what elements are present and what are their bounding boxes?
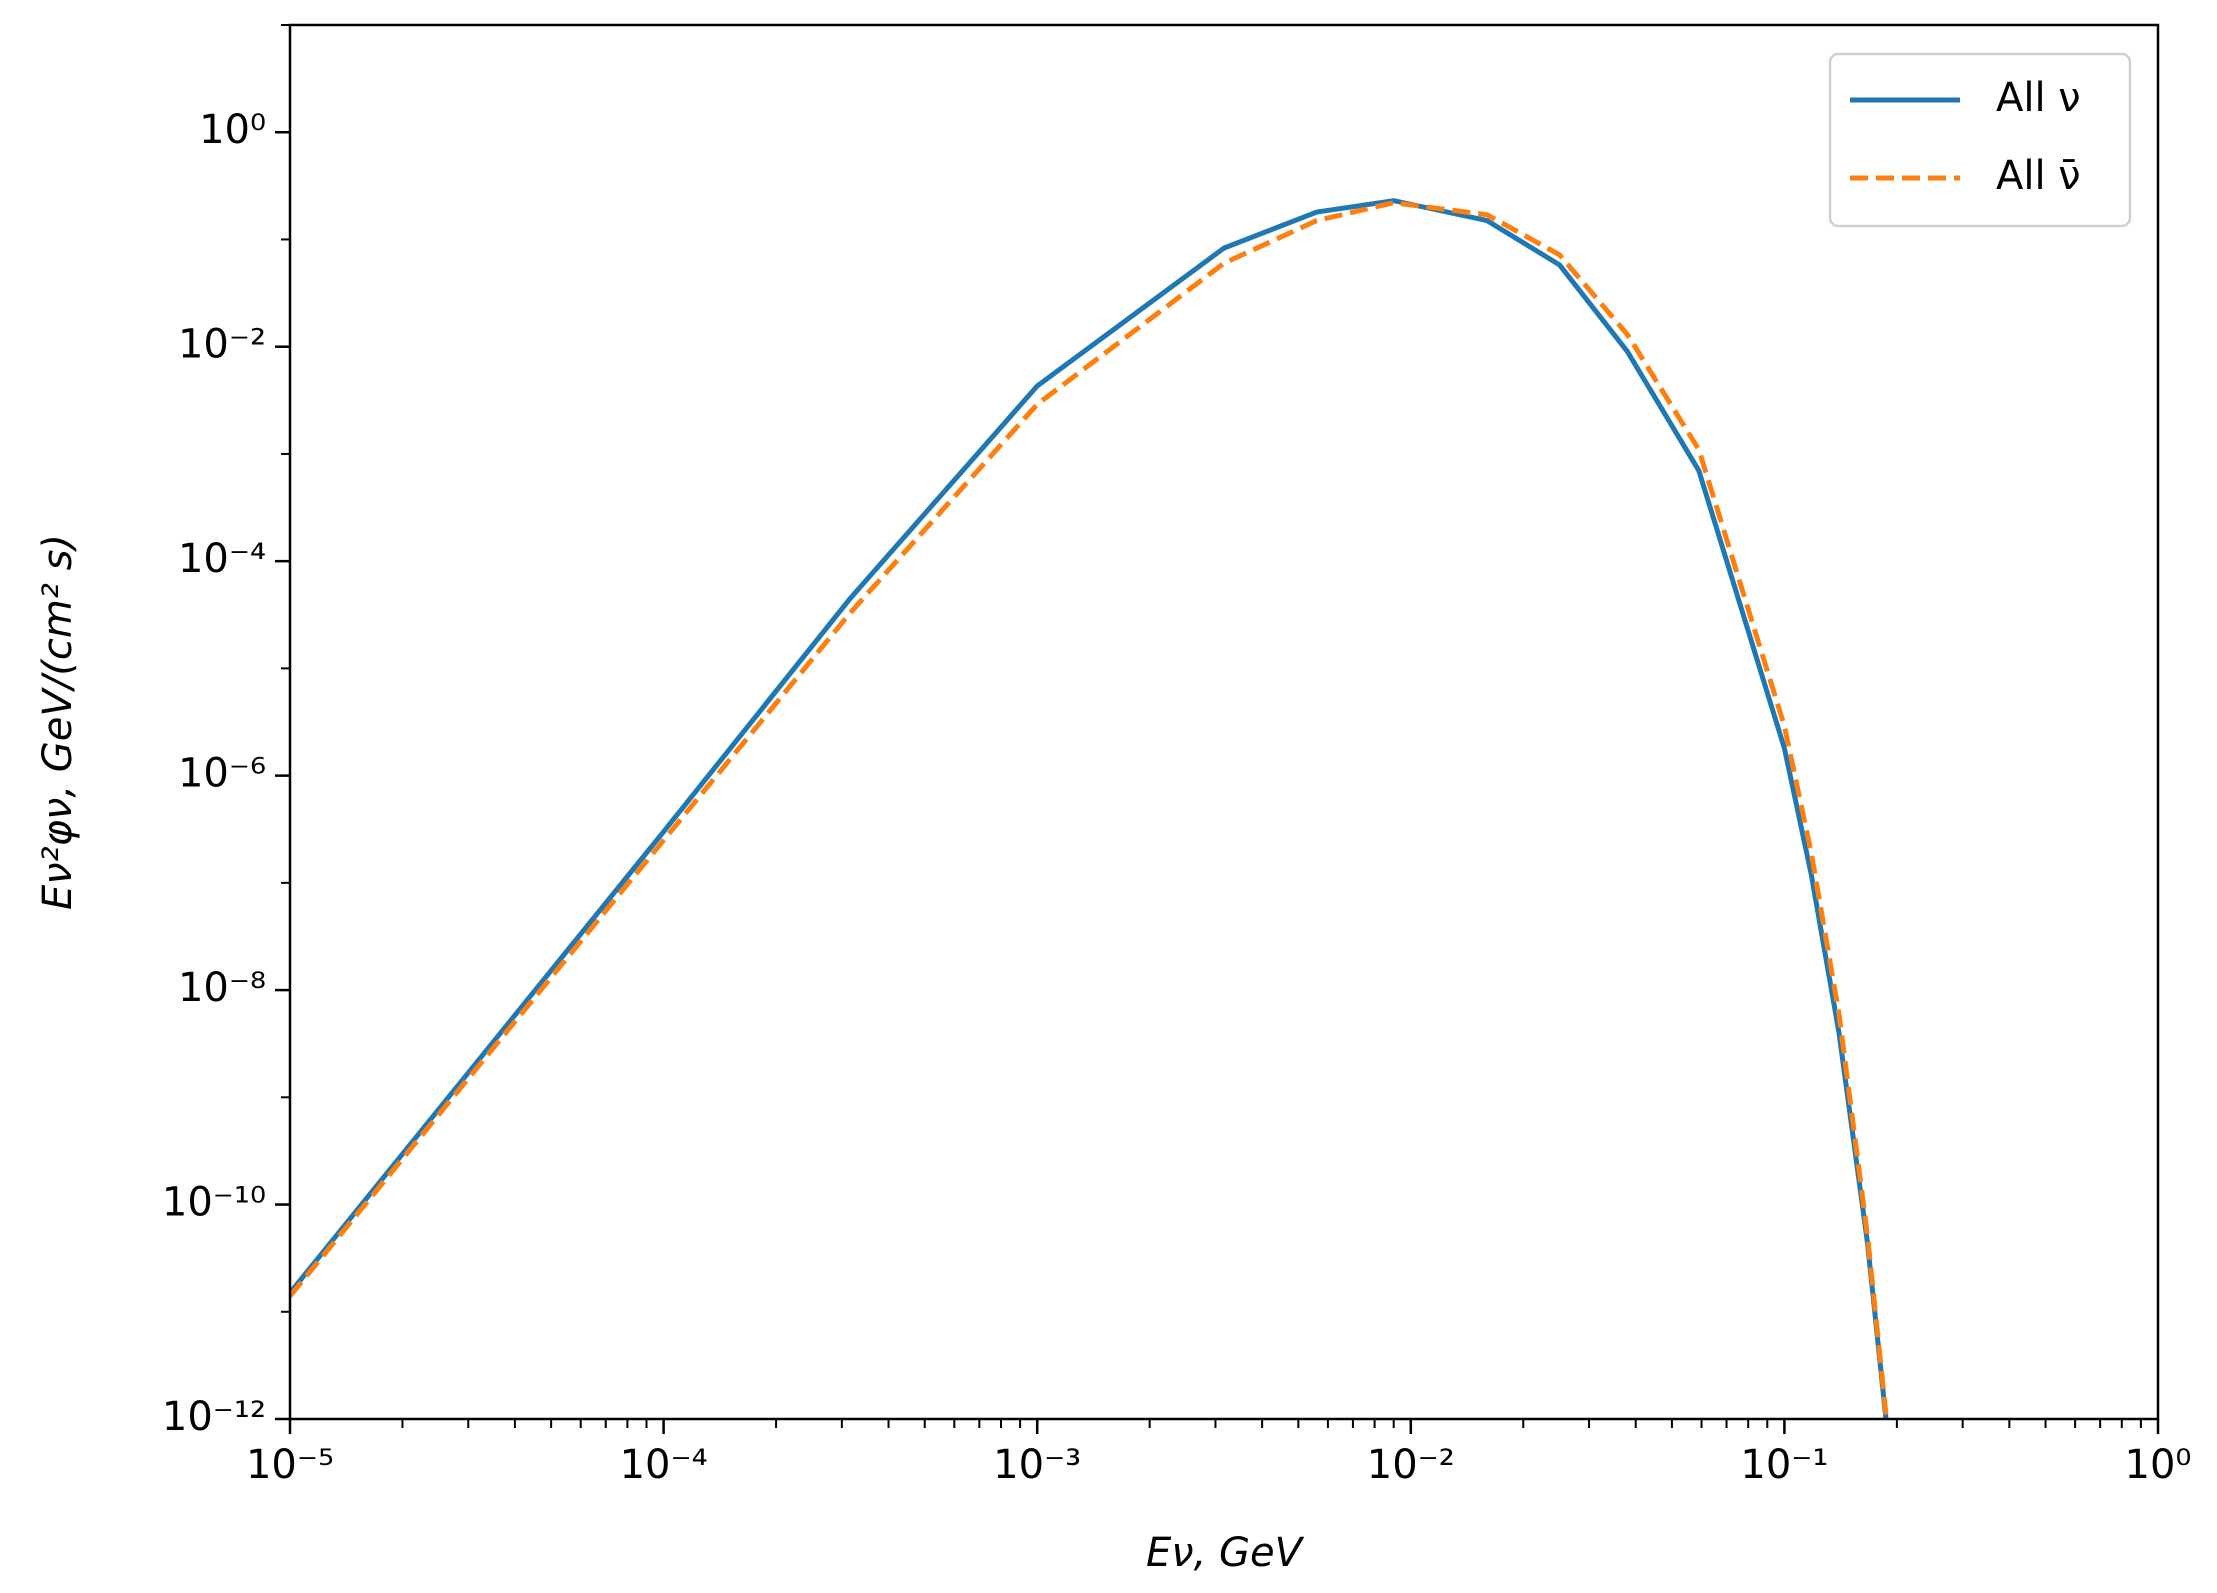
x-tick-label: 10⁰ [2125, 1442, 2192, 1488]
x-tick-label: 10⁻³ [993, 1442, 1081, 1488]
x-tick-label: 10⁻¹ [1740, 1442, 1828, 1488]
x-tick-label: 10⁻⁴ [620, 1442, 708, 1488]
legend-label: All ν [1996, 75, 2081, 121]
x-axis-label: Eν, GeV [1146, 1530, 1305, 1576]
y-tick-label: 10⁰ [199, 107, 266, 153]
y-axis-label: Eν²φν, GeV/(cm² s) [35, 534, 81, 910]
x-tick-label: 10⁻² [1367, 1442, 1455, 1488]
y-tick-label: 10⁻⁴ [178, 536, 266, 582]
y-tick-label: 10⁻¹² [162, 1394, 266, 1440]
y-tick-label: 10⁻⁶ [178, 751, 266, 797]
series-line [290, 200, 1889, 1415]
legend-box [1828, 52, 2132, 228]
x-tick-label: 10⁻⁵ [246, 1442, 334, 1488]
y-tick-label: 10⁻² [178, 322, 266, 368]
y-tick-label: 10⁻¹⁰ [162, 1180, 266, 1226]
legend-label: All ν̄ [1996, 153, 2081, 199]
plot-frame [288, 23, 2160, 1421]
series-line [290, 198, 1889, 1419]
y-tick-label: 10⁻⁸ [178, 965, 266, 1011]
